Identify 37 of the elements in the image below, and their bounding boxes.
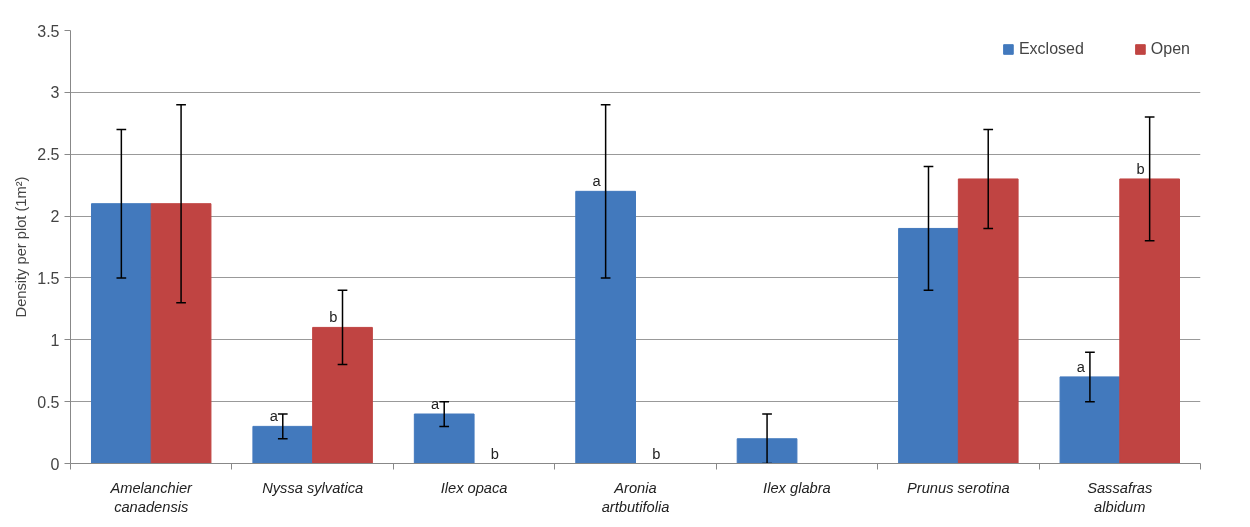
- x-tick-label: Aronia artbutifolia: [601, 479, 670, 515]
- data-label: b: [1136, 160, 1145, 177]
- bar: [1119, 178, 1181, 464]
- y-tick-label: 1.5: [37, 269, 60, 287]
- y-tick-label: 2: [50, 208, 60, 226]
- y-tick-label: 1: [50, 331, 60, 349]
- bar: [413, 413, 475, 464]
- data-label: b: [490, 445, 499, 462]
- bar: [898, 227, 959, 464]
- bar: [312, 326, 373, 464]
- legend-label: Exclosed: [1018, 40, 1084, 58]
- x-tick-label: Ilex opaca: [440, 479, 508, 496]
- x-tick-label: Sassafras albidum: [1087, 479, 1154, 515]
- data-label: a: [1076, 358, 1086, 375]
- data-label: a: [431, 396, 441, 413]
- data-label: b: [652, 445, 661, 462]
- bar: [150, 203, 212, 464]
- x-tick-label: Prunus serotina: [907, 479, 1010, 496]
- data-label: b: [329, 309, 338, 326]
- legend-label: Open: [1150, 40, 1190, 58]
- y-tick-label: 0: [50, 455, 60, 473]
- x-tick-label: Nyssa sylvatica: [262, 479, 364, 496]
- x-tick-label: Amelanchier canadensis: [109, 479, 194, 515]
- bar: [1059, 376, 1121, 464]
- y-tick-label: 0.5: [37, 393, 60, 411]
- bar: [736, 438, 798, 464]
- data-label: a: [269, 408, 279, 425]
- y-tick-label: 2.5: [37, 146, 60, 164]
- y-tick-label: 3.5: [37, 22, 60, 40]
- x-tick-label: Ilex glabra: [763, 479, 831, 496]
- bar: [252, 425, 314, 464]
- y-axis-title: Density per plot (1m²): [13, 176, 30, 318]
- bar: [575, 190, 636, 464]
- data-label: a: [592, 173, 602, 190]
- y-tick-label: 3: [50, 84, 60, 102]
- bar: [90, 203, 152, 464]
- bar: [957, 178, 1019, 464]
